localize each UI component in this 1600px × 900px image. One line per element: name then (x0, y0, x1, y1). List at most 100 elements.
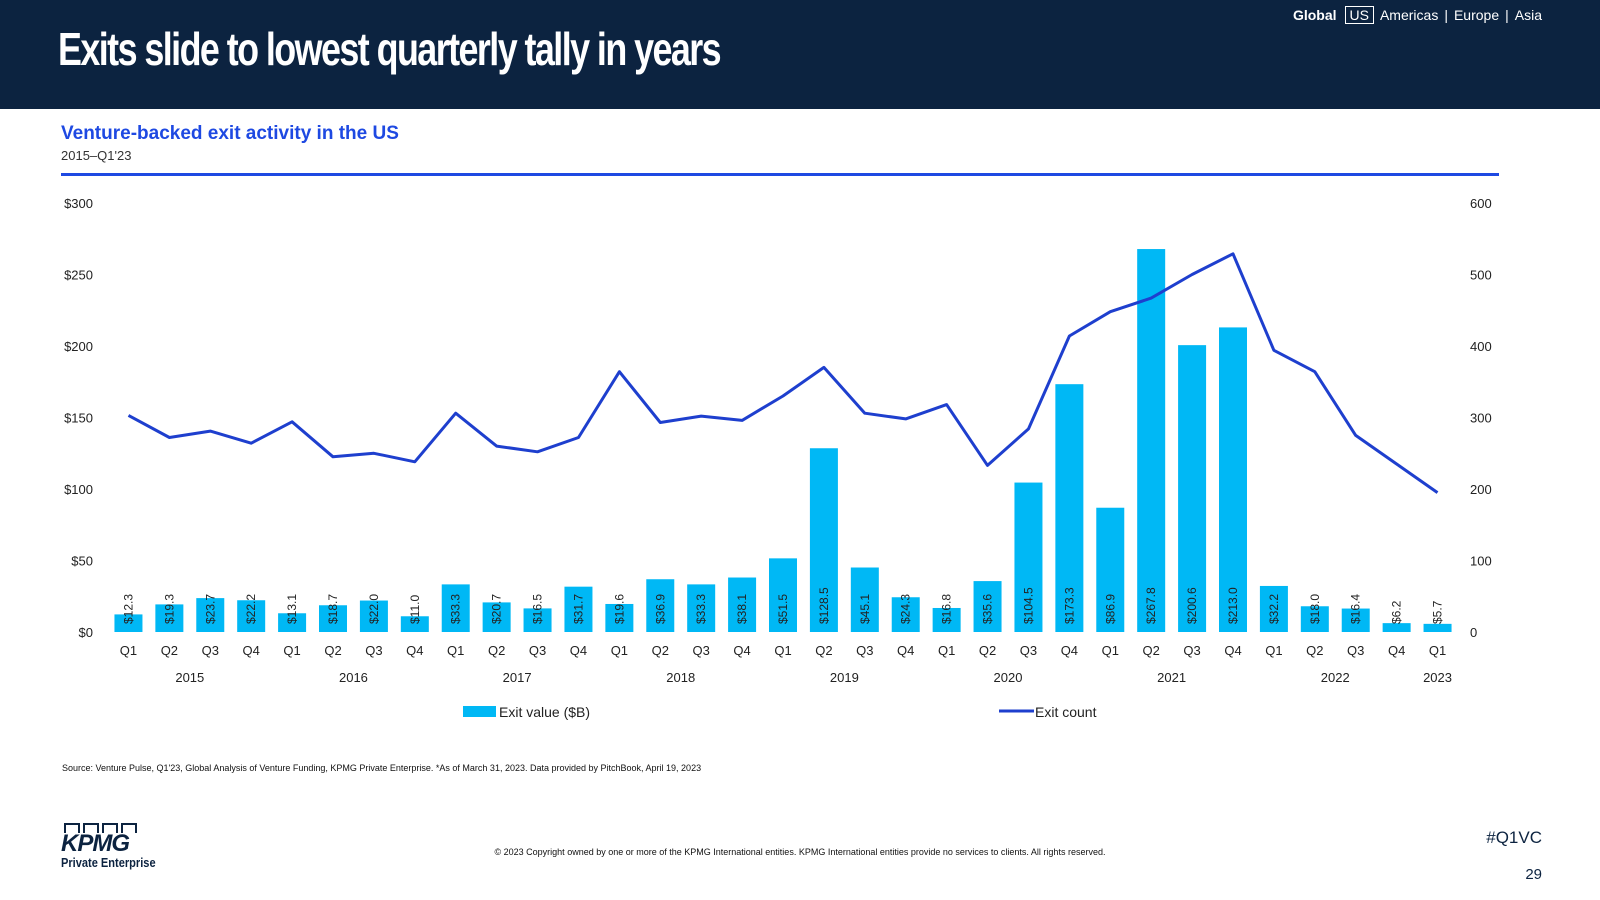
exit-value-bar (1055, 384, 1084, 632)
x-tick-label: Q1 (447, 643, 464, 658)
exit-value-bar (973, 581, 1002, 632)
bar-data-label: $200.6 (1185, 587, 1199, 624)
header-banner: Exits slide to lowest quarterly tally in… (0, 0, 1600, 109)
bar-data-label: $45.1 (858, 594, 872, 624)
bar-data-label: $13.1 (285, 594, 299, 624)
x-tick-label: Q1 (1265, 643, 1282, 658)
bar-data-label: $33.3 (449, 594, 463, 624)
bar-data-label: $16.5 (531, 594, 545, 624)
x-tick-label: Q4 (733, 643, 750, 658)
y-right-tick-label: 600 (1470, 196, 1492, 211)
x-tick-label: Q2 (815, 643, 832, 658)
bar-data-label: $16.8 (940, 594, 954, 624)
legend-bar-swatch (463, 706, 496, 717)
exit-value-bar (1423, 623, 1452, 632)
x-tick-label: Q4 (1061, 643, 1078, 658)
y-right-tick-label: 400 (1470, 339, 1492, 354)
bar-data-label: $20.7 (490, 594, 504, 624)
exit-value-bar (646, 579, 675, 632)
nav-separator: | (1505, 7, 1509, 23)
exit-value-bar (319, 605, 347, 632)
x-tick-label: Q2 (1306, 643, 1323, 658)
y-left-tick-label: $50 (71, 554, 93, 569)
nav-asia-link[interactable]: Asia (1514, 7, 1542, 23)
bar-data-label: $33.3 (694, 594, 708, 624)
x-tick-label: Q1 (120, 643, 137, 658)
exit-value-bar (400, 616, 429, 632)
nav-americas-link[interactable]: Americas (1379, 7, 1439, 23)
x-tick-label: Q2 (1143, 643, 1160, 658)
x-tick-label: Q1 (774, 643, 791, 658)
exit-value-bar (605, 603, 634, 632)
y-right-tick-label: 500 (1470, 268, 1492, 283)
x-tick-label: Q2 (161, 643, 178, 658)
exit-value-bar (1341, 608, 1370, 632)
exit-value-bar (932, 607, 961, 632)
x-tick-label: Q4 (1224, 643, 1241, 658)
x-tick-label: Q2 (652, 643, 669, 658)
x-year-label: 2016 (339, 670, 368, 685)
exit-value-bar (1382, 623, 1411, 632)
x-year-label: 2020 (994, 670, 1023, 685)
page-number: 29 (1525, 866, 1542, 883)
bar-data-label: $267.8 (1144, 587, 1158, 624)
y-left-tick-label: $200 (64, 339, 93, 354)
exit-value-bar (1178, 345, 1207, 632)
bar-data-label: $32.2 (1267, 594, 1281, 624)
exit-value-bar (237, 600, 266, 632)
legend-line-label: Exit count (1035, 704, 1097, 720)
x-tick-label: Q3 (1183, 643, 1200, 658)
x-year-label: 2018 (666, 670, 695, 685)
x-tick-label: Q3 (856, 643, 873, 658)
x-tick-label: Q4 (570, 643, 587, 658)
bar-data-label: $36.9 (653, 594, 667, 624)
exit-value-bar (278, 613, 307, 632)
x-year-label: 2019 (830, 670, 859, 685)
bar-data-label: $38.1 (735, 594, 749, 624)
y-left-tick-label: $150 (64, 411, 93, 426)
exit-activity-chart: $0 $50 $100 $150 $200 $250 $300 0 100 200 300 400 50… (64, 196, 1492, 720)
nav-global-link[interactable]: Global (1292, 7, 1337, 23)
bar-data-label: $19.3 (162, 594, 176, 624)
exit-value-bar (564, 586, 593, 632)
legend-bar-label: Exit value ($B) (499, 704, 590, 720)
x-tick-label: Q3 (1347, 643, 1364, 658)
exit-value-bar (359, 600, 388, 632)
x-tick-label: Q1 (938, 643, 955, 658)
bar-data-label: $6.2 (1390, 600, 1404, 624)
x-tick-label: Q4 (1388, 643, 1405, 658)
exit-value-bar (1219, 327, 1247, 632)
nav-separator: | (1444, 7, 1448, 23)
exit-value-bar (769, 558, 797, 632)
exit-value-bar (728, 577, 757, 632)
bar-data-label: $22.0 (367, 594, 381, 624)
exit-value-bar (891, 597, 920, 632)
bar-data-label: $12.3 (121, 594, 135, 624)
source-note: Source: Venture Pulse, Q1'23, Global Ana… (62, 763, 702, 773)
x-tick-label: Q3 (1020, 643, 1037, 658)
bar-data-label: $213.0 (1226, 587, 1240, 624)
exit-value-bar (196, 598, 225, 632)
bar-data-label: $16.4 (1349, 594, 1363, 624)
title-divider (61, 173, 1499, 176)
logo-subtext: Private Enterprise (61, 855, 156, 870)
y-left-tick-label: $300 (64, 196, 93, 211)
x-tick-label: Q1 (1429, 643, 1446, 658)
nav-us-link[interactable]: US (1344, 6, 1374, 24)
bar-data-label: $86.9 (1103, 594, 1117, 624)
exit-value-bar (1137, 249, 1166, 632)
logo-boxes-icon (64, 823, 171, 833)
exit-value-bar (809, 448, 838, 632)
exit-value-bar (114, 614, 143, 632)
x-tick-label: Q3 (202, 643, 219, 658)
bar-data-label: $18.0 (1308, 594, 1322, 624)
y-left-tick-label: $0 (79, 625, 93, 640)
x-tick-label: Q3 (693, 643, 710, 658)
x-year-label: 2021 (1157, 670, 1186, 685)
x-year-label: 2022 (1321, 670, 1350, 685)
nav-europe-link[interactable]: Europe (1453, 7, 1500, 23)
page-title: Exits slide to lowest quarterly tally in… (58, 23, 722, 75)
exit-count-line (127, 252, 1439, 494)
hashtag: #Q1VC (1486, 828, 1542, 847)
x-year-label: 2015 (175, 670, 204, 685)
